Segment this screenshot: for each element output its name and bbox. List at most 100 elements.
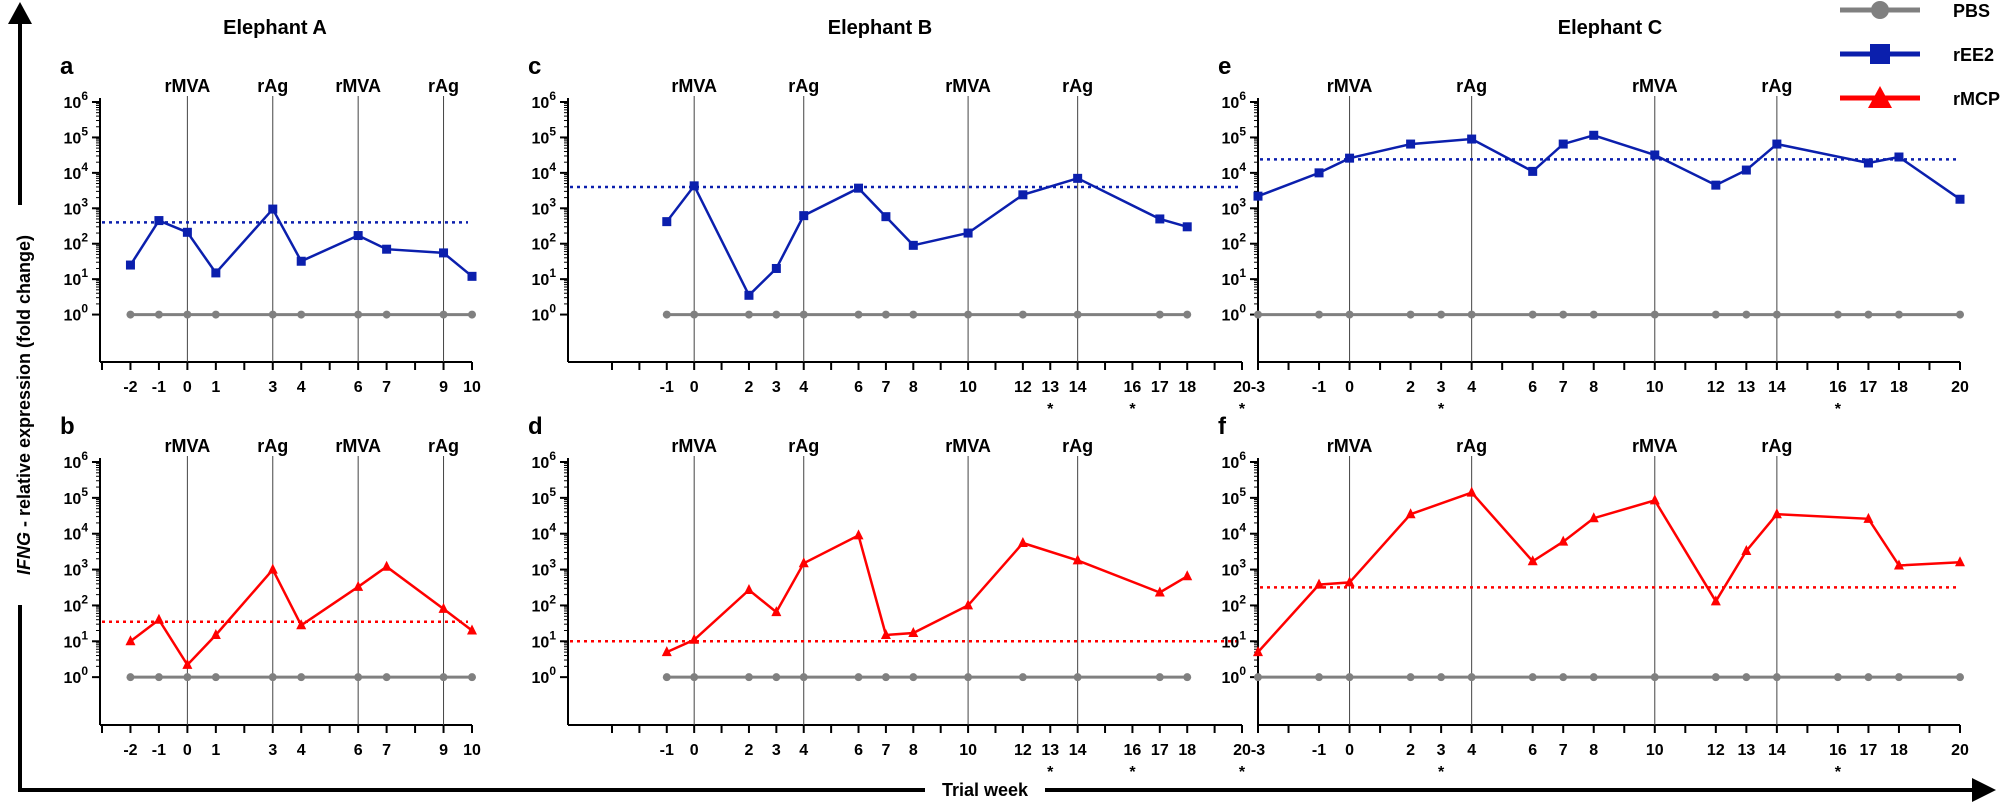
data-point [1073,310,1082,319]
event-label: rAg [788,76,819,96]
y-tick-label: 102 [1222,592,1247,615]
data-point [468,673,476,682]
data-point [662,217,672,227]
data-point [1894,152,1904,162]
data-point [439,673,448,682]
data-point [689,181,699,191]
x-tick-label: -1 [1312,742,1326,759]
y-tick-exponent: 6 [81,89,88,103]
x-tick-label: 7 [1559,379,1568,396]
data-point [881,310,890,319]
y-axis-label-gene: IFNG [14,532,34,575]
data-point [853,529,864,540]
data-point [744,310,753,319]
data-point [1437,673,1446,682]
y-tick-label: 100 [1222,664,1247,687]
x-tick-label: 7 [382,379,391,396]
y-tick-exponent: 3 [1239,195,1246,209]
data-point [799,310,808,319]
x-tick-label: 8 [1589,379,1598,396]
event-label: rAg [428,76,459,96]
x-tick-label: 6 [354,742,363,759]
x-tick-label: 13 [1041,379,1059,396]
y-tick-label: 104 [64,521,89,544]
data-point [744,673,753,682]
data-point [1528,673,1537,682]
data-point [439,310,448,319]
data-point [1467,134,1477,144]
significance-asterisk: * [1835,401,1842,418]
data-point [353,231,363,241]
x-tick-label: 7 [881,742,890,759]
data-point [268,310,277,319]
x-tick-label: -1 [1312,379,1326,396]
y-tick-exponent: 2 [81,231,88,245]
event-label: rMVA [165,76,211,96]
data-point [1467,673,1476,682]
data-point [1155,214,1165,224]
data-point [771,263,781,273]
data-point [1711,673,1720,682]
column-title-elephant-b: Elephant B [828,17,932,39]
y-tick-label: 101 [532,628,557,651]
x-tick-label: 0 [183,379,192,396]
y-tick-exponent: 2 [549,231,556,245]
data-point [1833,673,1842,682]
y-tick-exponent: 5 [1239,124,1246,138]
data-point [1528,166,1538,176]
significance-asterisk: * [1047,401,1054,418]
legend-label-rmcp: rMCP [1953,89,2000,109]
y-tick-exponent: 1 [1239,266,1246,280]
x-tick-label: 18 [1890,379,1908,396]
legend: PBS rEE2 rMCP [1840,1,2000,109]
data-point [1406,310,1415,319]
series-line-ree2 [1257,133,1961,201]
x-tick-label: 14 [1069,742,1087,759]
y-tick-exponent: 4 [1239,160,1246,174]
data-point [909,673,918,682]
y-tick-exponent: 5 [549,124,556,138]
event-label: rMVA [1632,436,1678,456]
x-tick-label: 3 [1437,379,1446,396]
data-point [1073,173,1083,183]
data-point [126,310,135,319]
y-tick-exponent: 1 [549,266,556,280]
data-point [210,628,221,639]
y-tick-exponent: 0 [549,664,556,678]
y-tick-label: 104 [532,160,557,183]
x-tick-label: 10 [1646,379,1664,396]
x-tick-label: 4 [297,742,306,759]
y-axis-label-rest: - relative expression (fold change) [14,235,34,532]
data-point [690,673,699,682]
data-point [126,673,135,682]
x-tick-label: 0 [1345,742,1354,759]
y-tick-label: 103 [532,557,557,580]
data-point [1528,310,1537,319]
data-point [183,673,192,682]
x-tick-label: 2 [1406,379,1415,396]
x-tick-label: 4 [1467,742,1476,759]
y-tick-label: 101 [1222,628,1247,651]
data-point [1315,673,1324,682]
y-tick-exponent: 2 [1239,231,1246,245]
y-tick-exponent: 1 [81,266,88,280]
data-point [1254,673,1262,682]
data-point [662,673,671,682]
y-tick-label: 103 [532,195,557,218]
x-tick-label: 13 [1041,742,1059,759]
y-tick-exponent: 6 [1239,89,1246,103]
y-tick-exponent: 0 [549,302,556,316]
data-point [1344,576,1355,587]
data-point [744,290,754,300]
y-tick-exponent: 6 [549,89,556,103]
x-tick-label: 7 [881,379,890,396]
data-point [182,227,192,237]
data-point [1017,537,1028,548]
data-point [1711,310,1720,319]
event-label: rMVA [671,436,717,456]
data-point [1650,673,1659,682]
